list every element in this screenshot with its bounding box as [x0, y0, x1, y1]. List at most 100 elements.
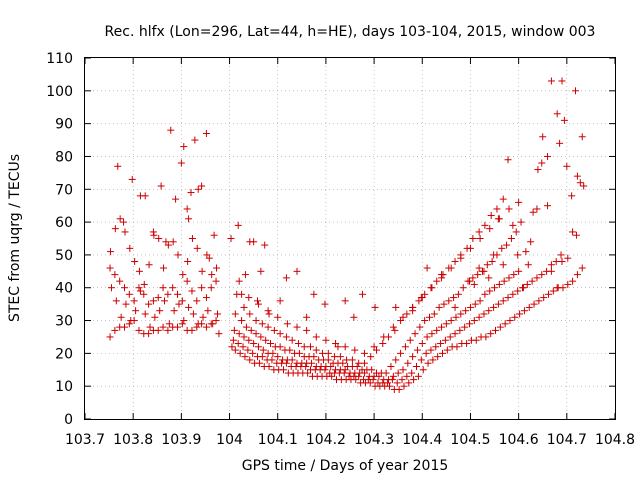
data-point — [429, 356, 437, 364]
data-point — [214, 310, 221, 318]
data-point — [392, 356, 400, 364]
data-point — [487, 330, 495, 338]
data-point — [494, 215, 502, 223]
data-point — [426, 313, 433, 321]
data-point — [270, 326, 278, 334]
data-point — [496, 323, 504, 331]
data-point — [385, 376, 393, 384]
y-tick-label: 40 — [55, 281, 73, 297]
data-point — [240, 303, 248, 311]
data-point — [202, 294, 210, 302]
data-point — [127, 317, 135, 325]
data-point — [149, 297, 157, 305]
data-point — [306, 343, 314, 351]
data-point — [538, 271, 546, 279]
data-point — [382, 369, 390, 377]
data-point — [504, 294, 512, 302]
data-point — [198, 267, 206, 275]
data-point — [172, 195, 180, 203]
data-point — [265, 310, 273, 318]
data-point — [461, 323, 469, 331]
data-point — [188, 235, 196, 242]
x-tick-label: 103.8 — [113, 432, 153, 448]
data-point — [135, 284, 143, 292]
data-point — [483, 261, 491, 269]
x-tick-label: 104.3 — [354, 432, 394, 448]
data-point — [485, 274, 493, 282]
data-point — [503, 241, 511, 249]
data-point — [578, 133, 586, 141]
data-point — [174, 251, 182, 259]
y-tick-label: 30 — [55, 314, 73, 330]
data-point — [136, 287, 144, 295]
data-point — [106, 264, 114, 272]
data-point — [321, 366, 329, 374]
data-point — [159, 323, 167, 331]
data-point — [199, 313, 207, 321]
data-point — [404, 359, 412, 367]
data-point — [454, 290, 462, 298]
data-point — [558, 77, 566, 85]
data-point — [410, 376, 418, 384]
data-point — [453, 343, 461, 351]
data-point — [428, 330, 436, 338]
data-point — [140, 280, 148, 288]
data-point — [558, 257, 566, 265]
data-point — [336, 353, 344, 361]
data-point — [472, 336, 480, 344]
data-point — [569, 277, 577, 285]
data-point — [209, 320, 217, 328]
data-point — [505, 205, 513, 213]
data-point — [522, 248, 530, 256]
data-point — [132, 307, 140, 315]
data-point — [304, 369, 312, 377]
plot-frame — [84, 57, 616, 420]
data-point — [112, 297, 120, 305]
data-point — [451, 303, 459, 311]
data-point — [482, 333, 490, 341]
data-point — [274, 313, 282, 321]
data-point — [276, 297, 284, 305]
y-tick-label: 0 — [64, 412, 73, 428]
data-point — [437, 340, 445, 348]
data-point — [422, 349, 430, 357]
data-point — [495, 280, 503, 288]
data-point — [121, 228, 129, 236]
data-point — [409, 307, 417, 315]
data-point — [351, 346, 359, 354]
data-point — [282, 359, 290, 367]
data-point — [111, 225, 119, 233]
data-point — [475, 313, 483, 321]
data-point — [491, 284, 499, 292]
data-point — [324, 349, 332, 357]
data-point — [433, 326, 441, 334]
data-point — [108, 284, 115, 292]
y-tick-label: 70 — [55, 182, 73, 198]
data-point — [117, 313, 125, 321]
data-point — [300, 343, 308, 351]
data-point — [419, 366, 427, 374]
data-point — [130, 297, 138, 305]
data-point — [178, 320, 186, 328]
data-point — [504, 156, 512, 164]
data-point — [261, 241, 269, 249]
data-point — [432, 343, 440, 351]
data-point — [122, 300, 130, 308]
data-point — [302, 362, 310, 370]
data-point — [557, 251, 565, 259]
data-point — [202, 129, 210, 137]
data-point — [339, 359, 347, 367]
data-point — [471, 300, 479, 308]
data-point — [162, 238, 170, 246]
data-point — [538, 159, 546, 167]
data-point — [235, 277, 243, 285]
data-point — [447, 264, 455, 272]
data-point — [529, 208, 537, 216]
data-point — [174, 290, 182, 298]
data-point — [433, 277, 441, 285]
data-point — [253, 297, 261, 305]
data-point — [231, 310, 239, 318]
data-point — [183, 277, 191, 285]
data-point — [387, 362, 395, 370]
data-point — [114, 162, 122, 170]
